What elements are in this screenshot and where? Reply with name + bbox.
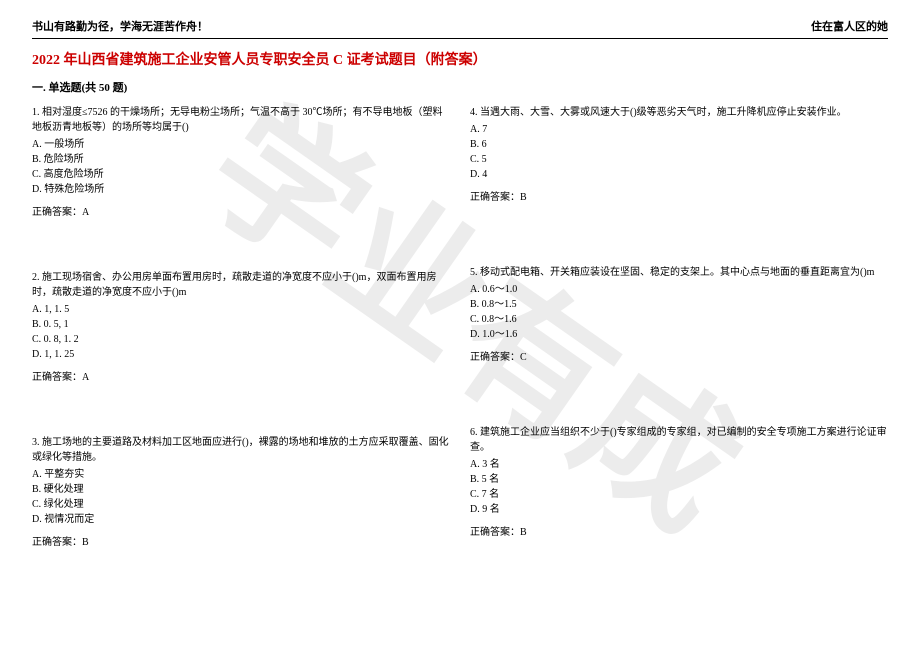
question-1: 1. 相对湿度≤7526 的干燥场所；无导电粉尘场所；气温不高于 30℃场所；有… (32, 105, 450, 220)
answer: 正确答案：B (470, 190, 888, 205)
question-text: 5. 移动式配电箱、开关箱应装设在坚固、稳定的支架上。其中心点与地面的垂直距离宜… (470, 265, 888, 280)
left-column: 1. 相对湿度≤7526 的干燥场所；无导电粉尘场所；气温不高于 30℃场所；有… (32, 105, 450, 590)
question-text: 1. 相对湿度≤7526 的干燥场所；无导电粉尘场所；气温不高于 30℃场所；有… (32, 105, 450, 135)
option-a: A. 7 (470, 122, 888, 137)
question-text: 4. 当遇大雨、大雪、大雾或风速大于()级等恶劣天气时，施工升降机应停止安装作业… (470, 105, 888, 120)
question-6: 6. 建筑施工企业应当组织不少于()专家组成的专家组，对已编制的安全专项施工方案… (470, 425, 888, 540)
option-d: D. 9 名 (470, 502, 888, 517)
option-c: C. 0.8～1.6 (470, 312, 888, 327)
option-b: B. 0.8～1.5 (470, 297, 888, 312)
option-a: A. 平整夯实 (32, 467, 450, 482)
header-left: 书山有路勤为径，学海无涯苦作舟！ (32, 18, 208, 34)
answer: 正确答案：A (32, 370, 450, 385)
header-right: 住在富人区的她 (811, 18, 888, 34)
question-2: 2. 施工现场宿舍、办公用房单面布置用房时，疏散走道的净宽度不应小于()m，双面… (32, 270, 450, 385)
option-a: A. 0.6～1.0 (470, 282, 888, 297)
question-3: 3. 施工场地的主要道路及材料加工区地面应进行()，裸露的场地和堆放的土方应采取… (32, 435, 450, 550)
question-text: 6. 建筑施工企业应当组织不少于()专家组成的专家组，对已编制的安全专项施工方案… (470, 425, 888, 455)
section-heading: 一. 单选题(共 50 题) (32, 79, 888, 95)
option-d: D. 1.0～1.6 (470, 327, 888, 342)
option-b: B. 6 (470, 137, 888, 152)
option-c: C. 5 (470, 152, 888, 167)
option-d: D. 视情况而定 (32, 512, 450, 527)
two-column-layout: 1. 相对湿度≤7526 的干燥场所；无导电粉尘场所；气温不高于 30℃场所；有… (32, 105, 888, 590)
page-content: 书山有路勤为径，学海无涯苦作舟！ 住在富人区的她 2022 年山西省建筑施工企业… (0, 0, 920, 590)
question-5: 5. 移动式配电箱、开关箱应装设在坚固、稳定的支架上。其中心点与地面的垂直距离宜… (470, 265, 888, 365)
option-c: C. 绿化处理 (32, 497, 450, 512)
question-text: 3. 施工场地的主要道路及材料加工区地面应进行()，裸露的场地和堆放的土方应采取… (32, 435, 450, 465)
question-text: 2. 施工现场宿舍、办公用房单面布置用房时，疏散走道的净宽度不应小于()m，双面… (32, 270, 450, 300)
option-a: A. 1, 1. 5 (32, 302, 450, 317)
doc-title: 2022 年山西省建筑施工企业安管人员专职安全员 C 证考试题目（附答案） (32, 49, 888, 69)
option-d: D. 4 (470, 167, 888, 182)
option-d: D. 特殊危险场所 (32, 182, 450, 197)
answer: 正确答案：B (470, 525, 888, 540)
option-c: C. 0. 8, 1. 2 (32, 332, 450, 347)
option-b: B. 硬化处理 (32, 482, 450, 497)
option-d: D. 1, 1. 25 (32, 347, 450, 362)
option-c: C. 7 名 (470, 487, 888, 502)
option-c: C. 高度危险场所 (32, 167, 450, 182)
answer: 正确答案：C (470, 350, 888, 365)
option-b: B. 危险场所 (32, 152, 450, 167)
right-column: 4. 当遇大雨、大雪、大雾或风速大于()级等恶劣天气时，施工升降机应停止安装作业… (470, 105, 888, 590)
answer: 正确答案：A (32, 205, 450, 220)
answer: 正确答案：B (32, 535, 450, 550)
question-4: 4. 当遇大雨、大雪、大雾或风速大于()级等恶劣天气时，施工升降机应停止安装作业… (470, 105, 888, 205)
option-b: B. 5 名 (470, 472, 888, 487)
page-header: 书山有路勤为径，学海无涯苦作舟！ 住在富人区的她 (32, 18, 888, 39)
option-a: A. 一般场所 (32, 137, 450, 152)
option-b: B. 0. 5, 1 (32, 317, 450, 332)
option-a: A. 3 名 (470, 457, 888, 472)
